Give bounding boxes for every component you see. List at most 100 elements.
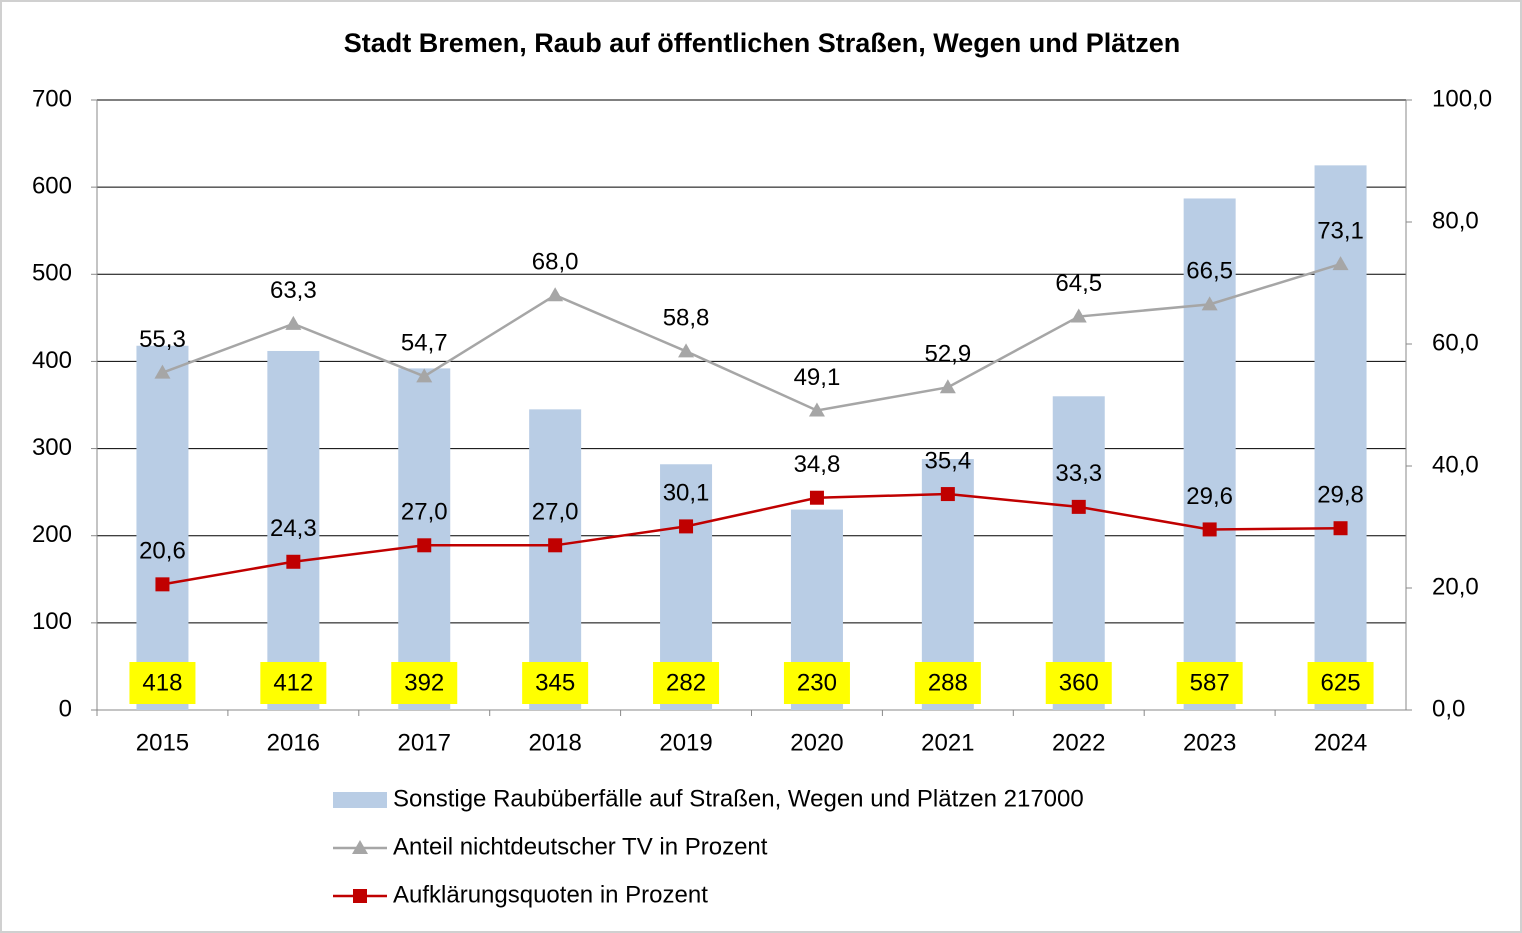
bar-label-bg: [391, 662, 458, 704]
line: [162, 262, 1341, 412]
line-marker: [940, 487, 955, 502]
line-marker: [154, 364, 171, 379]
y-tick-label: 0: [59, 695, 72, 722]
data-label: 27,0: [532, 499, 579, 526]
data-label: 24,3: [270, 515, 317, 542]
bar-label: 412: [273, 669, 313, 696]
bar-label-bg: [1307, 662, 1374, 704]
data-label: 68,0: [532, 249, 579, 276]
bar-label: 360: [1059, 669, 1099, 696]
line: [162, 492, 1341, 586]
bar-label: 392: [404, 669, 444, 696]
line-marker: [155, 577, 170, 592]
legend-swatch: [333, 792, 387, 808]
bar-label-bg: [783, 662, 850, 704]
line-marker: [417, 538, 432, 553]
line-marker: [939, 379, 956, 394]
bar: [136, 345, 189, 710]
data-label: 29,6: [1186, 483, 1233, 510]
data-label: 64,5: [1055, 270, 1102, 297]
x-tick-label: 2024: [1314, 729, 1367, 756]
bar-label-bg: [260, 662, 327, 704]
line-marker: [679, 519, 694, 534]
chart-title: Stadt Bremen, Raub auf öffentlichen Stra…: [344, 28, 1181, 58]
bar-label-bg: [129, 662, 196, 704]
bar: [267, 350, 320, 710]
y-tick-label: 200: [32, 521, 72, 548]
line-marker: [808, 402, 825, 417]
bar-label: 587: [1190, 669, 1230, 696]
data-label: 73,1: [1317, 217, 1364, 244]
x-tick-label: 2021: [921, 729, 974, 756]
bar: [529, 409, 582, 710]
data-label: 66,5: [1186, 258, 1233, 285]
bar-label-bg: [653, 662, 720, 704]
bar-label-bg: [914, 662, 981, 704]
line-marker: [809, 490, 824, 505]
data-label: 55,3: [139, 326, 186, 353]
line-marker: [547, 287, 564, 302]
line-marker: [285, 315, 302, 330]
x-tick-label: 2016: [267, 729, 320, 756]
legend-label: Sonstige Raubüberfälle auf Straßen, Wege…: [393, 785, 1084, 812]
bar-label-bg: [1176, 662, 1243, 704]
bar-label-bg: [522, 662, 589, 704]
y-tick-label: 300: [32, 434, 72, 461]
y2-tick-label: 100,0: [1432, 85, 1492, 112]
bar: [1183, 198, 1236, 710]
legend-label: Aufklärungsquoten in Prozent: [393, 881, 708, 908]
x-tick-label: 2020: [790, 729, 843, 756]
x-tick-label: 2019: [659, 729, 712, 756]
line-marker: [1332, 256, 1349, 271]
y-tick-label: 700: [32, 85, 72, 112]
y2-tick-label: 20,0: [1432, 573, 1479, 600]
data-label: 27,0: [401, 499, 448, 526]
data-label: 34,8: [794, 451, 841, 478]
data-label: 20,6: [139, 538, 186, 565]
x-tick-label: 2023: [1183, 729, 1236, 756]
y-tick-label: 100: [32, 608, 72, 635]
bar-label: 282: [666, 669, 706, 696]
line-marker: [1071, 499, 1086, 514]
data-label: 63,3: [270, 277, 317, 304]
line-marker: [416, 368, 433, 383]
x-tick-label: 2015: [136, 729, 189, 756]
data-label: 35,4: [924, 447, 971, 474]
bar-label: 230: [797, 669, 837, 696]
line-marker: [1070, 308, 1087, 323]
y-tick-label: 500: [32, 260, 72, 287]
x-tick-label: 2017: [398, 729, 451, 756]
line-marker: [1201, 296, 1218, 311]
bar-label-bg: [1045, 662, 1112, 704]
bar: [1052, 396, 1105, 710]
data-label: 33,3: [1055, 460, 1102, 487]
bar-label: 418: [142, 669, 182, 696]
data-label: 58,8: [663, 305, 710, 332]
line-marker: [678, 343, 695, 358]
x-tick-label: 2018: [528, 729, 581, 756]
y2-tick-label: 60,0: [1432, 329, 1479, 356]
data-label: 52,9: [924, 341, 971, 368]
bar-label: 345: [535, 669, 575, 696]
bar: [1314, 165, 1367, 710]
legend-marker: [353, 889, 367, 903]
data-label: 54,7: [401, 330, 448, 357]
data-label: 29,8: [1317, 482, 1364, 509]
line-marker: [548, 538, 563, 553]
y-tick-label: 400: [32, 347, 72, 374]
data-label: 49,1: [794, 364, 841, 391]
y-tick-label: 600: [32, 172, 72, 199]
legend-marker: [352, 840, 368, 854]
y2-tick-label: 0,0: [1432, 695, 1465, 722]
bar-label: 625: [1321, 669, 1361, 696]
data-label: 30,1: [663, 480, 710, 507]
bar-label: 288: [928, 669, 968, 696]
y2-tick-label: 40,0: [1432, 451, 1479, 478]
line-marker: [286, 554, 301, 569]
legend-label: Anteil nichtdeutscher TV in Prozent: [393, 833, 768, 860]
line-marker: [1202, 522, 1217, 537]
line-marker: [1333, 521, 1348, 536]
y2-tick-label: 80,0: [1432, 207, 1479, 234]
